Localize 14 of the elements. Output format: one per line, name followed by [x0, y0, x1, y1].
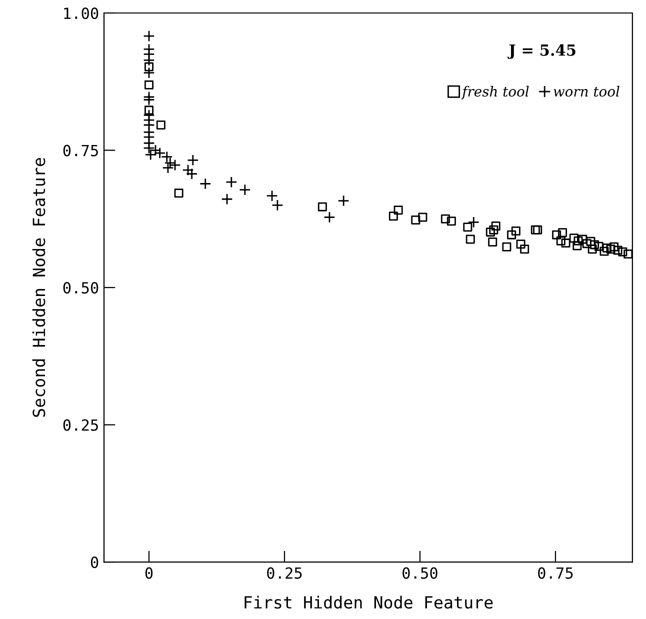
x-tick-label: 0.75: [538, 567, 573, 579]
x-tick-label: 0: [145, 567, 153, 579]
legend-label: fresh tool: [461, 86, 529, 100]
y-tick-label: 0.25: [63, 419, 98, 431]
legend-label: worn tool: [554, 86, 620, 97]
x-tick-label: 0.50: [402, 567, 438, 579]
y-axis-title: Second Hidden Node Feature: [32, 158, 46, 417]
y-tick-label: 0: [90, 556, 98, 568]
y-tick-label: 1.00: [64, 8, 98, 20]
y-tick-label: 0.50: [63, 282, 98, 294]
x-axis-title: First Hidden Node Feature: [244, 596, 493, 609]
y-tick-label: 0.75: [63, 144, 98, 156]
annotation: J = 5.45: [508, 44, 576, 59]
x-tick-label: 0.25: [267, 567, 302, 579]
